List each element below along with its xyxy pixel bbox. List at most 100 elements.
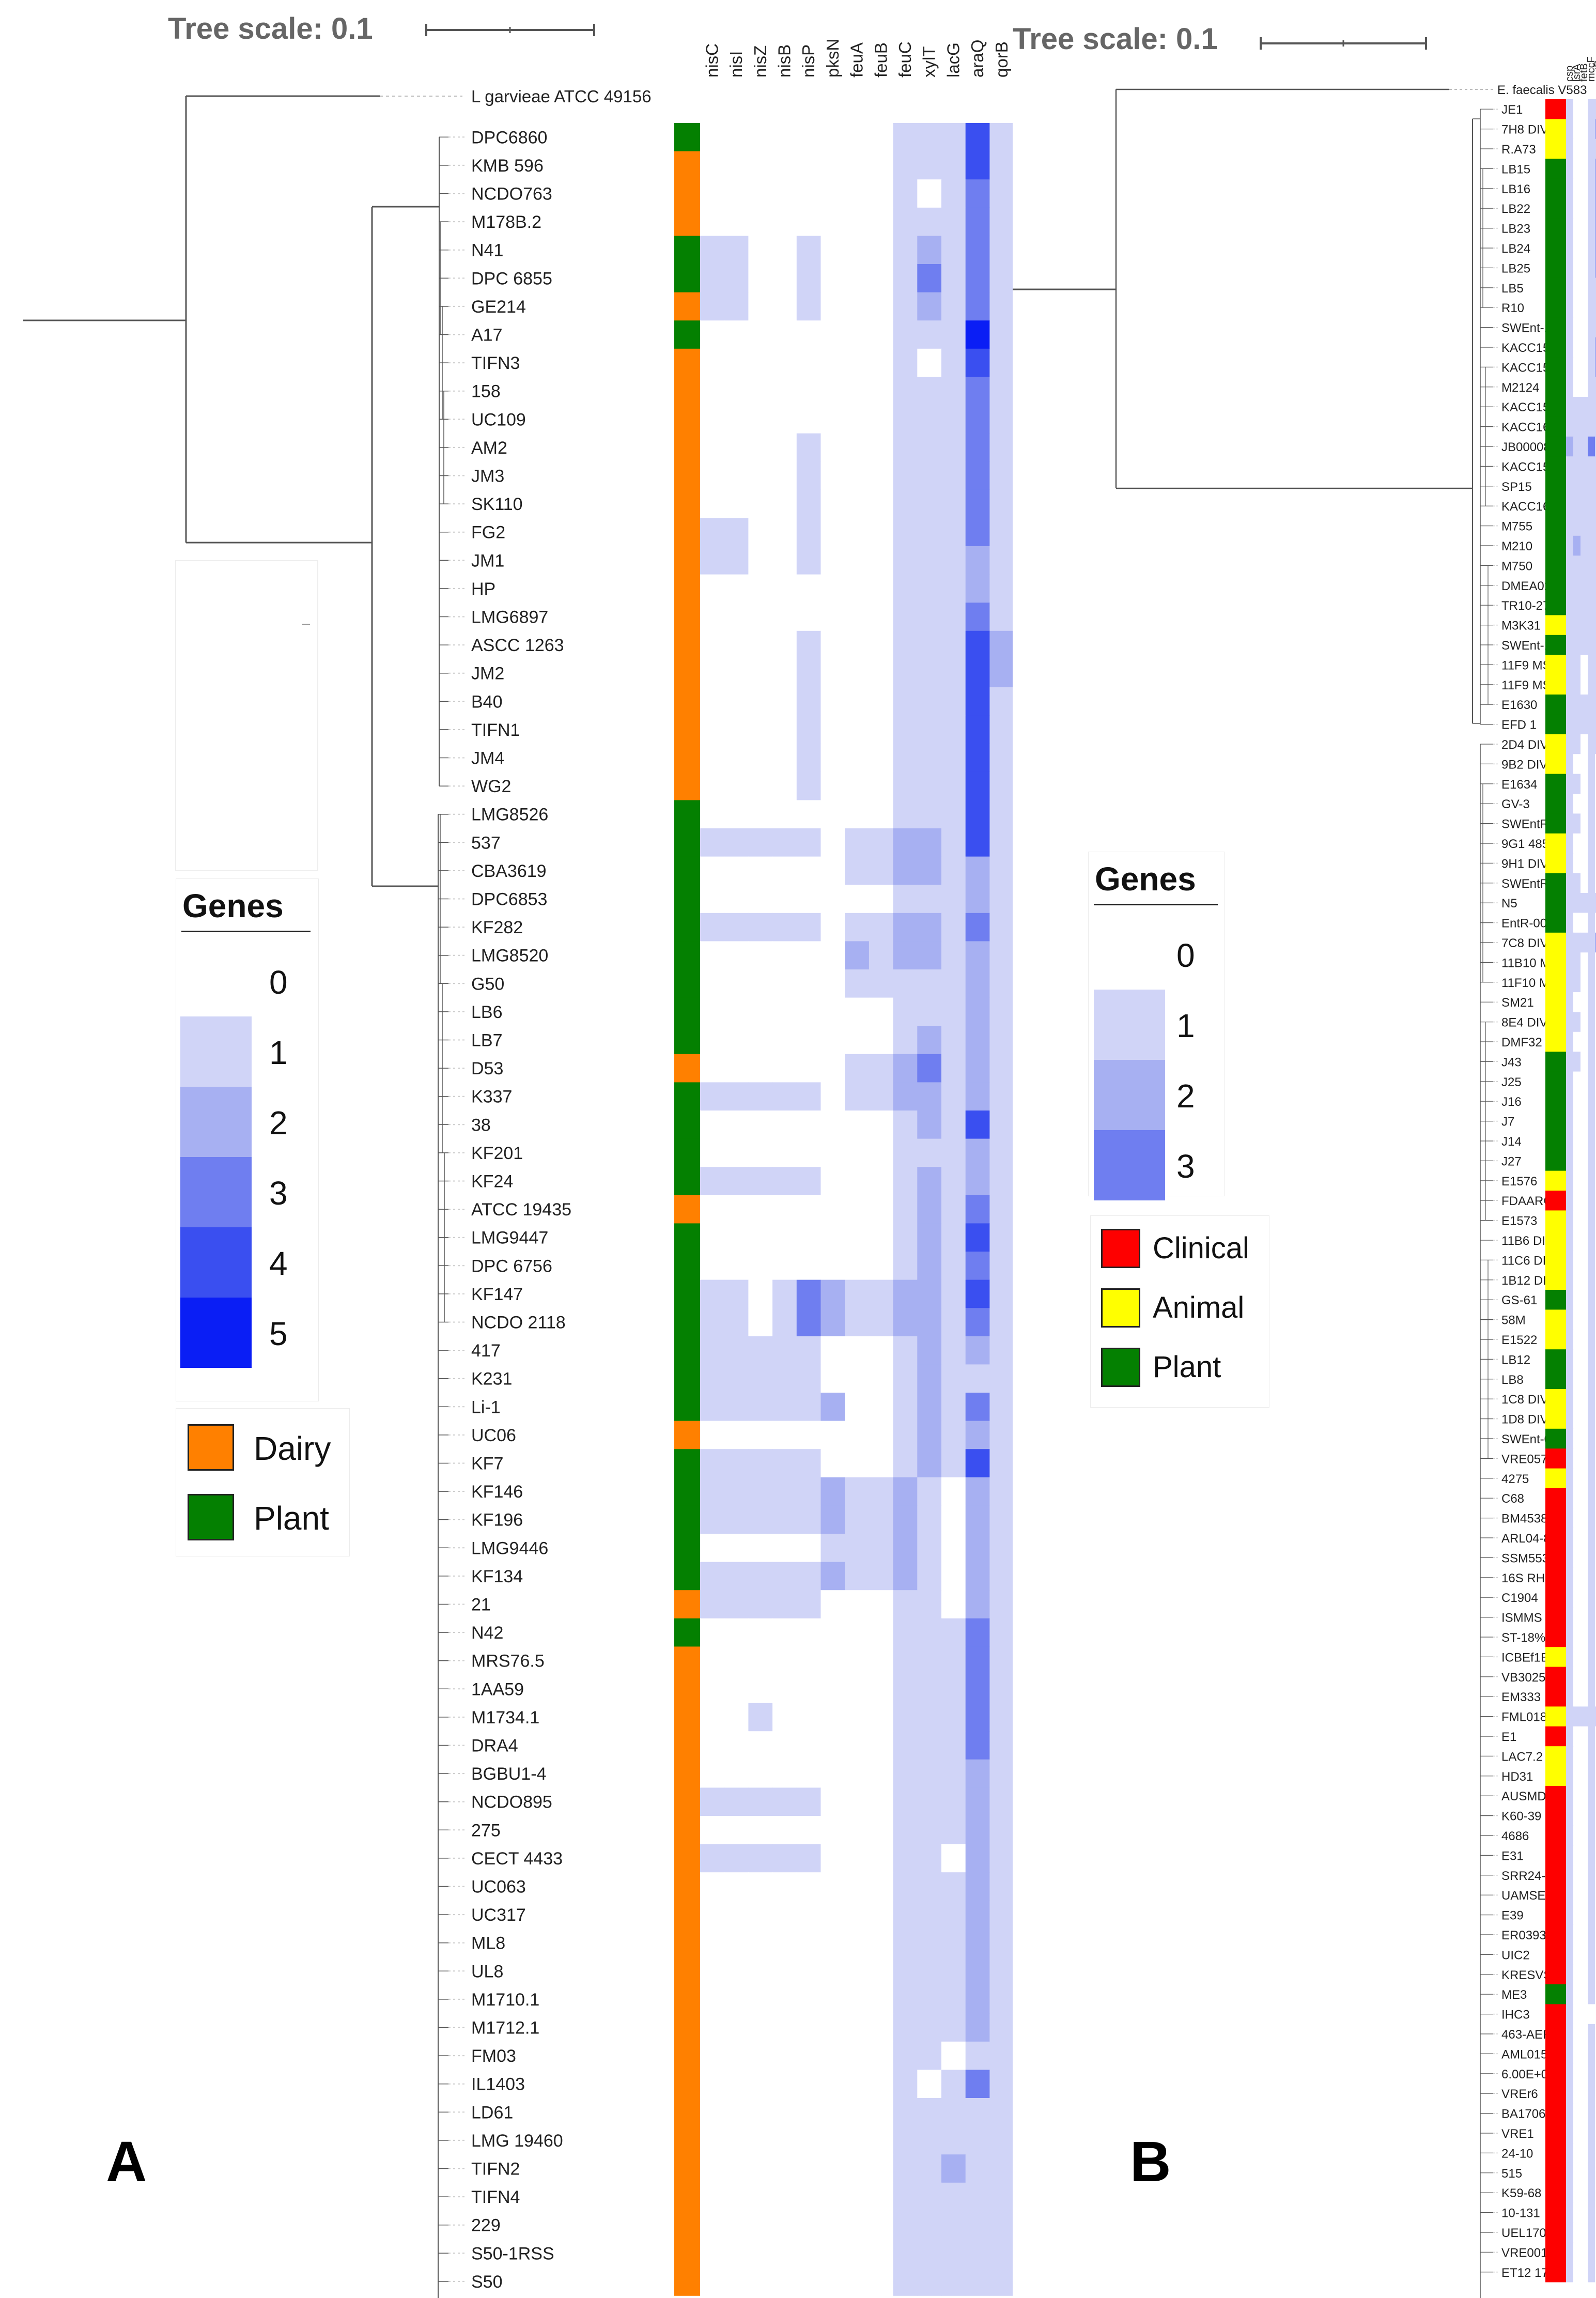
heatmap-cell — [1573, 2222, 1581, 2243]
heatmap-cell — [724, 1308, 749, 1337]
strain-label: LB6 — [471, 1003, 503, 1022]
heatmap-cell — [772, 1252, 797, 1281]
heatmap-cell — [1588, 1825, 1595, 1846]
heatmap-cell — [772, 1505, 797, 1534]
heatmap-cell — [917, 1703, 942, 1732]
heatmap-cell — [893, 1364, 918, 1393]
heatmap-cell — [845, 2182, 870, 2211]
heatmap-cell — [772, 1929, 797, 1957]
heatmap-cell — [700, 1138, 725, 1167]
heatmap-cell — [1573, 1627, 1581, 1647]
heatmap-cell — [845, 264, 870, 293]
heatmap-cell — [1588, 258, 1595, 279]
heatmap-cell — [1588, 1706, 1595, 1727]
source-cell — [1545, 2222, 1566, 2243]
heatmap-cell — [748, 1223, 773, 1252]
source-cell — [1545, 992, 1566, 1012]
heatmap-cell — [941, 997, 966, 1026]
heatmap-cell — [941, 1759, 966, 1788]
heatmap-cell — [748, 2267, 773, 2296]
heatmap-cell — [1588, 417, 1595, 437]
source-cell — [1545, 99, 1566, 119]
heatmap-cell — [965, 546, 990, 575]
heatmap-cell — [772, 856, 797, 885]
heatmap-cell — [820, 715, 845, 744]
heatmap-cell — [1595, 2262, 1596, 2282]
heatmap-cell — [1595, 357, 1596, 378]
heatmap-cell — [1595, 2024, 1596, 2044]
heatmap-cell — [1595, 377, 1596, 397]
source-cell — [674, 1223, 700, 1252]
heatmap-cell — [820, 687, 845, 716]
heatmap-cell — [893, 1844, 918, 1873]
source-cell — [1545, 496, 1566, 516]
heatmap-cell — [1580, 1667, 1588, 1687]
source-cell — [1545, 258, 1566, 279]
heatmap-cell — [700, 1393, 725, 1422]
heatmap-cell — [869, 2211, 894, 2240]
heatmap-cell — [1595, 714, 1596, 735]
heatmap-cell — [1588, 635, 1595, 655]
heatmap-cell — [1566, 1389, 1574, 1409]
heatmap-cell — [772, 207, 797, 236]
heatmap-cell — [917, 913, 942, 942]
gene-header: nisB — [774, 44, 794, 78]
source-cell — [674, 772, 700, 800]
source-cell — [674, 1054, 700, 1083]
heatmap-cell — [724, 1252, 749, 1281]
heatmap-cell — [845, 461, 870, 490]
heatmap-cell — [772, 1336, 797, 1365]
heatmap-cell — [1573, 932, 1581, 953]
heatmap-cell — [917, 1675, 942, 1704]
heatmap-cell — [1580, 1548, 1588, 1568]
strain-label: KMB 596 — [471, 156, 544, 176]
heatmap-cell — [1573, 1924, 1581, 1945]
heatmap-cell — [748, 659, 773, 688]
heatmap-cell — [748, 179, 773, 208]
heatmap-cell — [1588, 2183, 1595, 2203]
heatmap-cell — [748, 546, 773, 575]
heatmap-cell — [1573, 714, 1581, 735]
source-cell — [1545, 1766, 1566, 1786]
source-cell — [1545, 1349, 1566, 1370]
heatmap-cell — [1573, 198, 1581, 219]
strain-label: 4686 — [1501, 1829, 1529, 1843]
heatmap-cell — [989, 1646, 1013, 1675]
strain-label: SK110 — [471, 495, 523, 514]
heatmap-cell — [1588, 1448, 1595, 1469]
strain-label: J25 — [1501, 1075, 1522, 1089]
strain-label: KF24 — [471, 1172, 513, 1192]
heatmap-cell — [869, 405, 894, 434]
source-cell — [674, 546, 700, 575]
source-cell — [1545, 2183, 1566, 2203]
heatmap-cell — [1588, 218, 1595, 239]
heatmap-cell — [917, 603, 942, 631]
heatmap-cell — [1580, 2084, 1588, 2104]
heatmap-cell — [869, 1957, 894, 1986]
strain-label: BM4538 — [1501, 1512, 1547, 1526]
heatmap-cell — [941, 1816, 966, 1845]
heatmap-cell — [893, 1308, 918, 1337]
heatmap-cell — [724, 2013, 749, 2042]
source-cell — [674, 405, 700, 434]
heatmap-cell — [1588, 734, 1595, 754]
heatmap-cell — [1595, 853, 1596, 874]
heatmap-cell — [820, 546, 845, 575]
heatmap-cell — [893, 856, 918, 885]
heatmap-cell — [724, 151, 749, 180]
heatmap-cell — [1573, 476, 1581, 497]
heatmap-cell — [1573, 1409, 1581, 1429]
heatmap-cell — [796, 603, 822, 631]
heatmap-cell — [700, 885, 725, 914]
heatmap-cell — [893, 630, 918, 659]
source-cell — [1545, 456, 1566, 477]
panel-letter-b: B — [1130, 2130, 1171, 2194]
heatmap-cell — [941, 1138, 966, 1167]
heatmap-cell — [869, 941, 894, 970]
heatmap-cell — [796, 1900, 822, 1929]
heatmap-cell — [917, 1393, 942, 1422]
source-cell — [674, 179, 700, 208]
heatmap-cell — [796, 1364, 822, 1393]
heatmap-cell — [1580, 436, 1588, 457]
heatmap-cell — [845, 1759, 870, 1788]
